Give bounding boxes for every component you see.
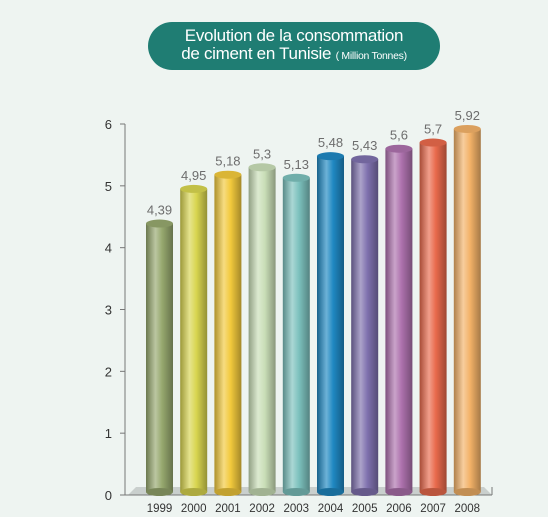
bar-2000 xyxy=(180,188,208,493)
x-tick-label: 2004 xyxy=(318,503,344,515)
bar-2003 xyxy=(282,177,310,493)
y-tick-label: 5 xyxy=(105,179,112,194)
bar-base xyxy=(419,488,447,496)
chart-title-unit: ( Million Tonnes) xyxy=(335,50,407,62)
bar-2008 xyxy=(453,128,481,493)
bar-cap xyxy=(248,163,276,172)
bar-cap xyxy=(214,170,242,179)
bar-base xyxy=(146,488,173,496)
x-tick-label: 2007 xyxy=(420,503,446,515)
data-label: 5,7 xyxy=(424,122,442,137)
bar-cap xyxy=(282,173,310,182)
bar-cap xyxy=(146,219,173,228)
y-tick-label: 3 xyxy=(105,303,112,318)
chart-title: Evolution de la consommation de ciment e… xyxy=(148,22,440,70)
x-tick-label: 2001 xyxy=(215,503,241,515)
chart-labels: 0 1 2 3 4 5 6 4,39 1999 4,95 2000 5,18 2001 5,3 2002 5,… xyxy=(105,108,480,515)
bar-2005 xyxy=(351,159,379,492)
bar-cap xyxy=(351,155,379,164)
y-tick-label: 6 xyxy=(105,117,112,132)
bar-base xyxy=(317,488,344,496)
data-label: 5,18 xyxy=(215,154,240,169)
bar-base xyxy=(214,488,242,496)
data-label: 5,43 xyxy=(352,138,377,153)
bar-base xyxy=(385,488,413,496)
data-label: 4,95 xyxy=(181,168,206,183)
bar-cap xyxy=(317,152,344,161)
bar-base xyxy=(282,488,310,496)
bar-2001 xyxy=(214,174,242,492)
bar-cap xyxy=(385,144,413,153)
chart-title-line2-text: de ciment en Tunisie xyxy=(181,44,332,63)
bar-cap xyxy=(180,184,208,193)
bar-base xyxy=(248,488,276,496)
data-label: 5,3 xyxy=(253,146,271,161)
y-tick-label: 0 xyxy=(105,488,112,503)
x-tick-label: 2000 xyxy=(181,503,207,515)
x-tick-label: 2005 xyxy=(352,503,378,515)
bar-1999 xyxy=(146,223,173,492)
bar-base xyxy=(453,488,481,496)
data-label: 5,6 xyxy=(390,128,408,143)
bar-2007 xyxy=(419,142,447,493)
x-tick-label: 2002 xyxy=(249,503,275,515)
bar-cap xyxy=(419,138,447,147)
bar-2002 xyxy=(248,167,276,493)
x-tick-label: 2006 xyxy=(386,503,412,515)
chart-title-line1: Evolution de la consommation xyxy=(184,26,404,45)
chart-bars xyxy=(146,124,481,496)
data-label: 4,39 xyxy=(147,203,172,218)
bar-base xyxy=(180,488,208,496)
bar-2006 xyxy=(385,148,413,492)
x-tick-label: 2003 xyxy=(284,503,310,515)
data-label: 5,48 xyxy=(318,135,343,150)
x-tick-label: 1999 xyxy=(147,503,173,515)
x-tick-label: 2008 xyxy=(455,503,481,515)
y-tick-label: 1 xyxy=(105,426,112,441)
data-label: 5,92 xyxy=(455,108,480,123)
bar-cap xyxy=(453,124,481,133)
y-tick-label: 4 xyxy=(105,241,112,256)
chart-title-line2: de ciment en Tunisie ( Million Tonnes) xyxy=(148,45,440,65)
data-label: 5,13 xyxy=(284,157,309,172)
bar-base xyxy=(351,488,379,496)
bar-2004 xyxy=(317,156,344,493)
y-tick-label: 2 xyxy=(105,364,112,379)
